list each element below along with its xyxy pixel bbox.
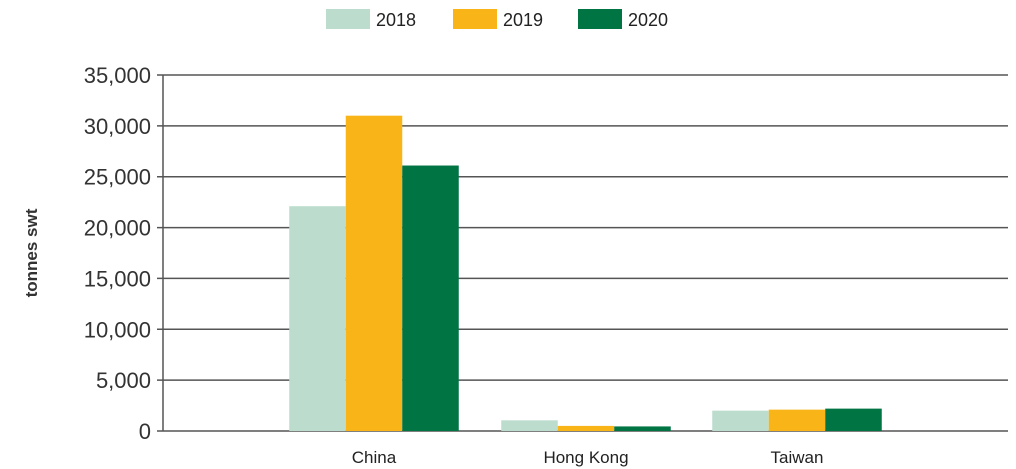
- y-tick-label: 20,000: [84, 216, 151, 241]
- bar-2020-hong-kong: [614, 426, 671, 431]
- y-axis-title: tonnes swt: [22, 208, 41, 297]
- y-tick-label: 30,000: [84, 114, 151, 139]
- bars: [289, 115, 882, 432]
- bar-2019-taiwan: [768, 409, 826, 431]
- y-tick-label: 25,000: [84, 165, 151, 190]
- legend-label: 2020: [628, 10, 668, 30]
- x-category-label: Hong Kong: [543, 448, 628, 467]
- x-category-label: China: [352, 448, 397, 467]
- y-tick-label: 15,000: [84, 266, 151, 291]
- y-axis-ticks: 0 5,000 10,000 15,000 20,000 25,000 30,000 35,0…: [84, 63, 151, 444]
- bar-2020-taiwan: [825, 408, 882, 431]
- y-tick-label: 5,000: [96, 368, 151, 393]
- y-tick-label: 0: [139, 419, 151, 444]
- legend-swatch-2020: [578, 9, 622, 29]
- x-category-label: Taiwan: [771, 448, 824, 467]
- legend-label: 2019: [503, 10, 543, 30]
- x-axis-labels: China Hong Kong Taiwan: [352, 448, 824, 467]
- bar-2018-taiwan: [712, 410, 769, 431]
- bar-2019-hong-kong: [557, 425, 615, 431]
- legend-label: 2018: [376, 10, 416, 30]
- bar-2020-china: [402, 165, 459, 432]
- gridlines: [157, 74, 1008, 432]
- bar-2019-china: [345, 115, 403, 431]
- legend-swatch-2018: [326, 9, 370, 29]
- y-tick-label: 10,000: [84, 317, 151, 342]
- y-tick-label: 35,000: [84, 63, 151, 88]
- bar-2018-hong-kong: [501, 420, 558, 431]
- legend-swatch-2019: [453, 9, 497, 29]
- legend: 2018 2019 2020: [326, 9, 668, 30]
- bar-2018-china: [289, 206, 346, 431]
